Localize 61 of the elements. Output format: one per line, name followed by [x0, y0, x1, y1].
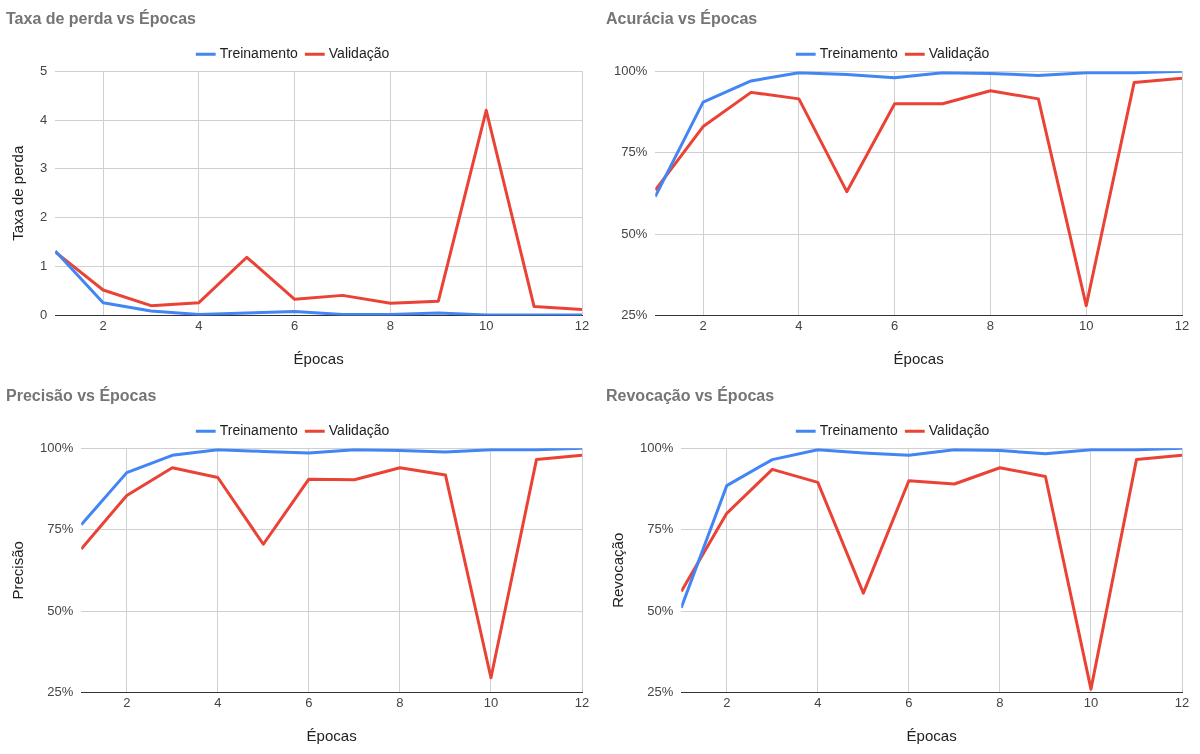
- x-axis-title: Épocas: [893, 350, 944, 368]
- y-tick-label: 25%: [47, 683, 74, 699]
- x-tick-label: 6: [291, 317, 299, 333]
- x-tick-label: 6: [305, 694, 313, 710]
- x-tick-label: 12: [1174, 317, 1190, 333]
- x-tick-label: 2: [99, 317, 107, 333]
- y-axis-title: Taxa de perda: [9, 145, 27, 241]
- y-tick-label: 50%: [621, 225, 648, 241]
- x-tick-label: 4: [795, 317, 803, 333]
- x-tick-label: 2: [723, 694, 731, 710]
- x-tick-label: 10: [478, 317, 494, 333]
- x-tick-label: 2: [699, 317, 707, 333]
- chart-title: Acurácia vs Épocas: [606, 9, 758, 28]
- x-tick-label: 12: [574, 317, 590, 333]
- x-tick-label: 2: [123, 694, 131, 710]
- x-tick-label: 8: [386, 317, 395, 333]
- y-tick-label: 100%: [640, 439, 674, 455]
- x-tick-label: 4: [814, 694, 822, 710]
- y-tick-label: 75%: [647, 521, 674, 537]
- x-tick-label: 4: [214, 694, 222, 710]
- x-tick-label: 12: [1174, 694, 1190, 710]
- legend-label: Validação: [328, 45, 390, 62]
- y-tick-label: 100%: [614, 62, 648, 78]
- x-tick-label: 8: [396, 694, 404, 710]
- y-tick-label: 50%: [647, 602, 674, 618]
- legend-label: Treinamento: [819, 45, 899, 62]
- legend-label: Treinamento: [819, 422, 899, 439]
- chart-title: Precisão vs Épocas: [6, 386, 157, 405]
- y-tick-label: 75%: [621, 144, 648, 160]
- legend-label: Validação: [928, 422, 990, 439]
- x-axis-title: Épocas: [906, 727, 957, 745]
- x-tick-label: 6: [905, 694, 913, 710]
- x-tick-label: 10: [483, 694, 499, 710]
- y-tick-label: 100%: [40, 439, 74, 455]
- x-tick-label: 6: [891, 317, 899, 333]
- legend-label: Validação: [328, 422, 390, 439]
- chart-title: Revocação vs Épocas: [606, 386, 775, 405]
- legend-label: Treinamento: [219, 45, 299, 62]
- y-tick-label: 2: [40, 209, 48, 225]
- y-tick-label: 1: [40, 258, 48, 274]
- legend-label: Validação: [928, 45, 990, 62]
- legend-label: Treinamento: [219, 422, 299, 439]
- y-tick-label: 4: [40, 111, 48, 127]
- x-tick-label: 10: [1083, 694, 1099, 710]
- y-tick-label: 25%: [647, 683, 674, 699]
- y-tick-label: 5: [40, 62, 48, 78]
- y-tick-label: 75%: [47, 521, 74, 537]
- x-tick-label: 8: [996, 694, 1004, 710]
- x-tick-label: 10: [1078, 317, 1094, 333]
- y-tick-label: 25%: [621, 306, 648, 322]
- y-axis-title: Precisão: [9, 541, 27, 600]
- chart-title: Taxa de perda vs Épocas: [6, 9, 197, 28]
- y-axis-title: Revocação: [609, 532, 627, 608]
- y-tick-label: 3: [40, 160, 48, 176]
- x-axis-title: Épocas: [306, 727, 357, 745]
- x-tick-label: 12: [574, 694, 590, 710]
- y-tick-label: 0: [40, 306, 48, 322]
- x-tick-label: 4: [195, 317, 203, 333]
- x-axis-title: Épocas: [293, 350, 344, 368]
- x-tick-label: 8: [986, 317, 995, 333]
- y-tick-label: 50%: [47, 602, 74, 618]
